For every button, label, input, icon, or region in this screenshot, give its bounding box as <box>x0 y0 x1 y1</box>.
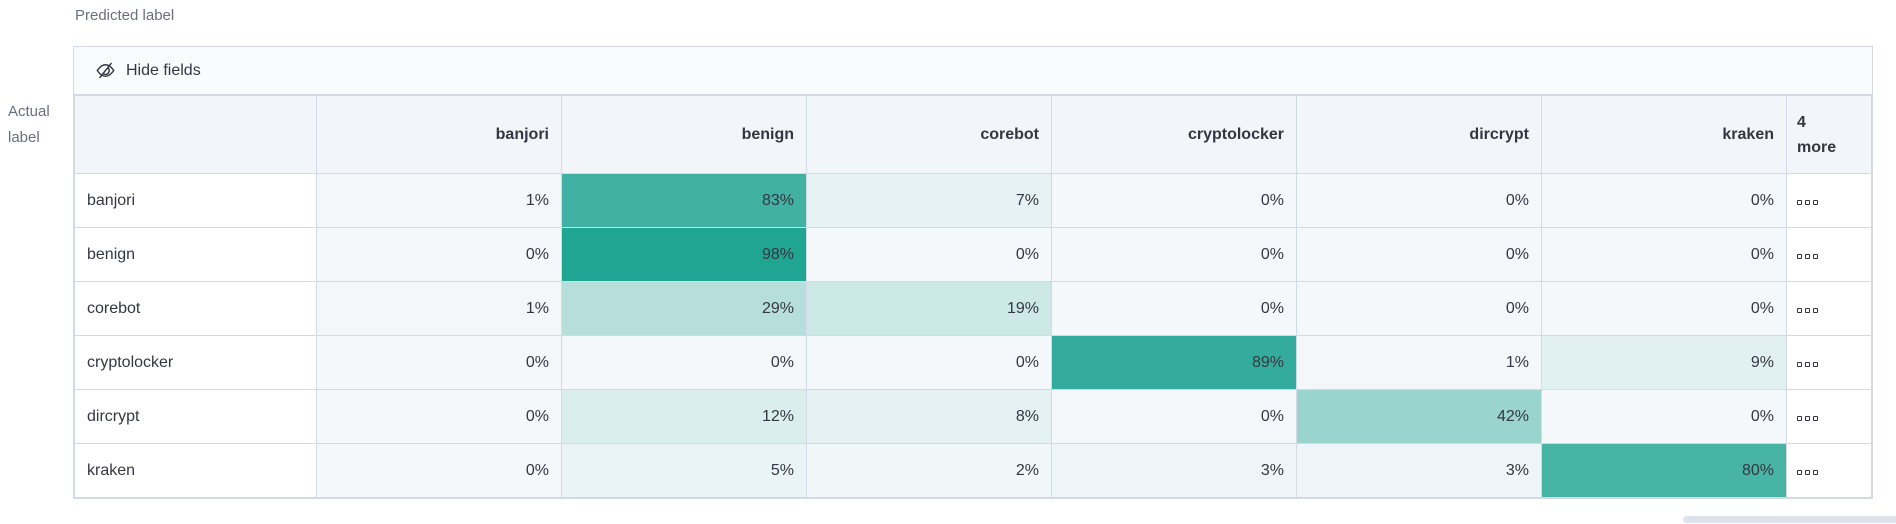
cell-benign-banjori: 0% <box>316 227 562 282</box>
cell-cryptolocker-cryptolocker: 89% <box>1051 335 1297 390</box>
row-label-benign: benign <box>74 227 317 282</box>
cell-benign-corebot: 0% <box>806 227 1052 282</box>
confusion-matrix-table: banjori benign corebot cryptolocker dircrypt… <box>74 95 1872 498</box>
more-cells-benign <box>1786 227 1872 282</box>
column-header-banjori[interactable]: banjori <box>316 95 562 174</box>
cell-dircrypt-banjori: 0% <box>316 389 562 444</box>
matrix-row-banjori: banjori 1% 83% 7% 0% 0% 0% <box>74 173 1872 228</box>
matrix-row-kraken: kraken 0% 5% 2% 3% 3% 80% <box>74 443 1872 498</box>
cell-kraken-kraken: 80% <box>1541 443 1787 498</box>
cell-dircrypt-cryptolocker: 0% <box>1051 389 1297 444</box>
matrix-row-corebot: corebot 1% 29% 19% 0% 0% 0% <box>74 281 1872 336</box>
boxes-horizontal-icon <box>1797 199 1818 205</box>
cell-cryptolocker-kraken: 9% <box>1541 335 1787 390</box>
cell-dircrypt-dircrypt: 42% <box>1296 389 1542 444</box>
column-header-cryptolocker[interactable]: cryptolocker <box>1051 95 1297 174</box>
more-header-count: 4 <box>1797 113 1806 131</box>
matrix-row-dircrypt: dircrypt 0% 12% 8% 0% 42% 0% <box>74 389 1872 444</box>
actual-axis-label-line1: Actual <box>8 103 50 120</box>
confusion-matrix-panel: Hide fields banjori benign corebot cryptolo… <box>73 46 1873 499</box>
boxes-horizontal-icon <box>1797 361 1818 367</box>
column-header-kraken[interactable]: kraken <box>1541 95 1787 174</box>
matrix-header-row: banjori benign corebot cryptolocker dircrypt… <box>74 95 1872 174</box>
cell-corebot-kraken: 0% <box>1541 281 1787 336</box>
cell-cryptolocker-banjori: 0% <box>316 335 562 390</box>
cell-banjori-kraken: 0% <box>1541 173 1787 228</box>
boxes-horizontal-icon <box>1797 469 1818 475</box>
column-header-dircrypt[interactable]: dircrypt <box>1296 95 1542 174</box>
more-header-word: more <box>1797 138 1837 156</box>
boxes-horizontal-icon <box>1797 415 1818 421</box>
boxes-horizontal-icon <box>1797 307 1818 313</box>
cell-banjori-banjori: 1% <box>316 173 562 228</box>
actual-axis-label: Actual label <box>8 99 50 151</box>
cell-dircrypt-corebot: 8% <box>806 389 1052 444</box>
cell-cryptolocker-dircrypt: 1% <box>1296 335 1542 390</box>
cell-dircrypt-benign: 12% <box>561 389 807 444</box>
row-label-dircrypt: dircrypt <box>74 389 317 444</box>
more-cells-kraken <box>1786 443 1872 498</box>
column-header-benign[interactable]: benign <box>561 95 807 174</box>
eye-closed-icon <box>95 60 116 81</box>
actual-axis-label-line2: label <box>8 129 40 146</box>
cell-benign-kraken: 0% <box>1541 227 1787 282</box>
cell-corebot-dircrypt: 0% <box>1296 281 1542 336</box>
cell-banjori-benign: 83% <box>561 173 807 228</box>
matrix-row-benign: benign 0% 98% 0% 0% 0% 0% <box>74 227 1872 282</box>
hide-fields-button[interactable]: Hide fields <box>74 47 1872 95</box>
cell-dircrypt-kraken: 0% <box>1541 389 1787 444</box>
more-cells-cryptolocker <box>1786 335 1872 390</box>
cell-kraken-banjori: 0% <box>316 443 562 498</box>
cell-benign-dircrypt: 0% <box>1296 227 1542 282</box>
cell-banjori-dircrypt: 0% <box>1296 173 1542 228</box>
boxes-horizontal-icon <box>1797 253 1818 259</box>
cell-benign-benign: 98% <box>561 227 807 282</box>
cell-cryptolocker-benign: 0% <box>561 335 807 390</box>
cell-kraken-dircrypt: 3% <box>1296 443 1542 498</box>
cell-corebot-cryptolocker: 0% <box>1051 281 1297 336</box>
row-label-cryptolocker: cryptolocker <box>74 335 317 390</box>
hide-fields-label: Hide fields <box>126 61 201 79</box>
row-label-kraken: kraken <box>74 443 317 498</box>
row-label-corebot: corebot <box>74 281 317 336</box>
predicted-axis-label: Predicted label <box>75 7 175 24</box>
cell-kraken-benign: 5% <box>561 443 807 498</box>
cell-banjori-cryptolocker: 0% <box>1051 173 1297 228</box>
row-label-banjori: banjori <box>74 173 317 228</box>
column-header-corebot[interactable]: corebot <box>806 95 1052 174</box>
cell-benign-cryptolocker: 0% <box>1051 227 1297 282</box>
cell-kraken-cryptolocker: 3% <box>1051 443 1297 498</box>
matrix-row-cryptolocker: cryptolocker 0% 0% 0% 89% 1% 9% <box>74 335 1872 390</box>
cell-cryptolocker-corebot: 0% <box>806 335 1052 390</box>
horizontal-scrollbar-thumb[interactable] <box>1683 516 1896 523</box>
cell-corebot-corebot: 19% <box>806 281 1052 336</box>
cell-corebot-benign: 29% <box>561 281 807 336</box>
cell-kraken-corebot: 2% <box>806 443 1052 498</box>
more-cells-dircrypt <box>1786 389 1872 444</box>
cell-corebot-banjori: 1% <box>316 281 562 336</box>
column-header-more[interactable]: 4 more <box>1786 95 1872 174</box>
more-cells-corebot <box>1786 281 1872 336</box>
matrix-corner-cell <box>74 95 317 174</box>
more-cells-banjori <box>1786 173 1872 228</box>
cell-banjori-corebot: 7% <box>806 173 1052 228</box>
